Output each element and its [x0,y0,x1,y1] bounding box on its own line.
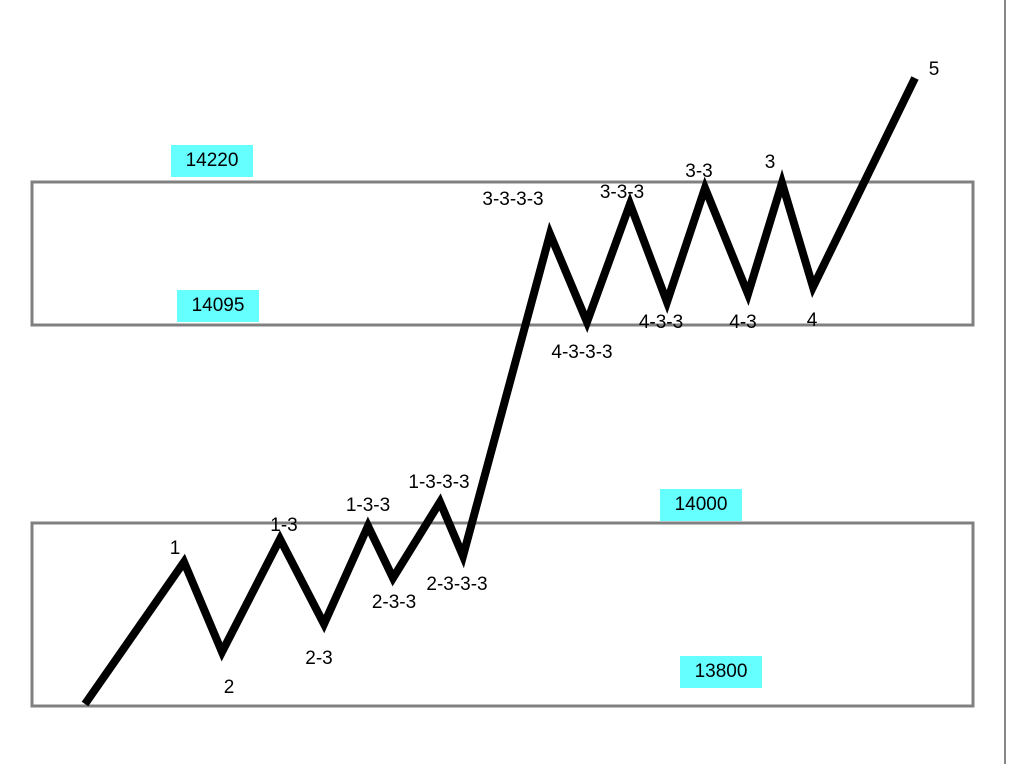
wave-label: 3 [764,152,776,173]
wave-label: 4-3 [729,312,757,333]
price-tag-13800: 13800 [680,656,762,688]
wave-label: 2-3-3-3 [426,574,488,595]
upper-zone-box [30,180,975,327]
wave-label: 4-3-3-3 [551,342,613,363]
wave-label: 3-3-3 [599,182,645,203]
wave-label: 1-3-3 [345,495,391,516]
wave-label: 1-3 [270,515,298,536]
price-tag-14220: 14220 [171,145,253,177]
wave-label: 3-3 [685,161,713,182]
price-tag-14095: 14095 [177,290,259,322]
wave-label: 1 [169,538,181,559]
wave-label: 2-3-3 [371,592,417,613]
wave-label: 5 [928,59,940,80]
wave-label: 3-3-3-3 [482,189,544,210]
wave-label: 2-3 [305,648,333,669]
wave-label: 2 [223,677,235,698]
wave-path [81,76,919,707]
wave-label: 4-3-3 [638,312,684,333]
wave-label: 4 [806,310,818,331]
price-tag-14000: 14000 [660,489,742,521]
lower-zone-box [30,521,975,708]
wave-label: 1-3-3-3 [408,472,470,493]
